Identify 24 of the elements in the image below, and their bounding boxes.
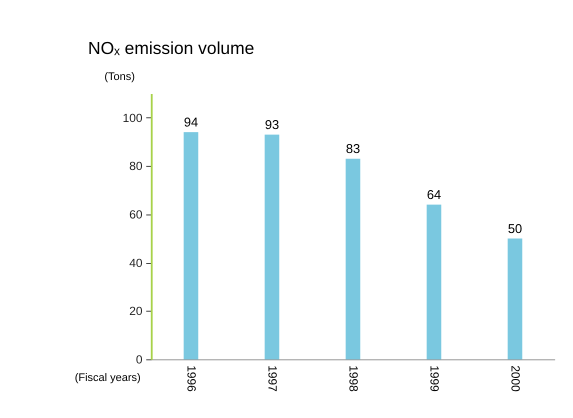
- data-label: 93: [264, 117, 280, 132]
- y-tick-label: 100: [122, 110, 143, 125]
- x-tick-label: 1997: [265, 365, 280, 392]
- data-label: 83: [346, 141, 360, 156]
- bar: [184, 132, 198, 360]
- chart-title: NOₓ emission volume: [88, 38, 254, 58]
- bar: [426, 204, 442, 360]
- y-tick-label: 60: [129, 207, 143, 222]
- x-tick-label: 1996: [184, 365, 198, 392]
- x-tick-label: 1998: [346, 365, 360, 392]
- bar: [264, 134, 280, 360]
- y-axis-title: (Tons): [104, 71, 135, 84]
- x-tick-label: 2000: [508, 365, 522, 392]
- y-tick-label: 80: [129, 159, 143, 174]
- data-label: 94: [184, 114, 198, 130]
- bar: [346, 158, 360, 360]
- y-tick-label: 20: [129, 304, 143, 318]
- y-tick-label: 0: [136, 352, 143, 366]
- data-label: 64: [426, 187, 442, 202]
- data-label: 50: [508, 221, 522, 236]
- x-axis-title: (Fiscal years): [74, 372, 141, 384]
- bar: [508, 238, 522, 360]
- x-tick-label: 1999: [427, 365, 442, 392]
- y-tick-label: 40: [129, 256, 143, 270]
